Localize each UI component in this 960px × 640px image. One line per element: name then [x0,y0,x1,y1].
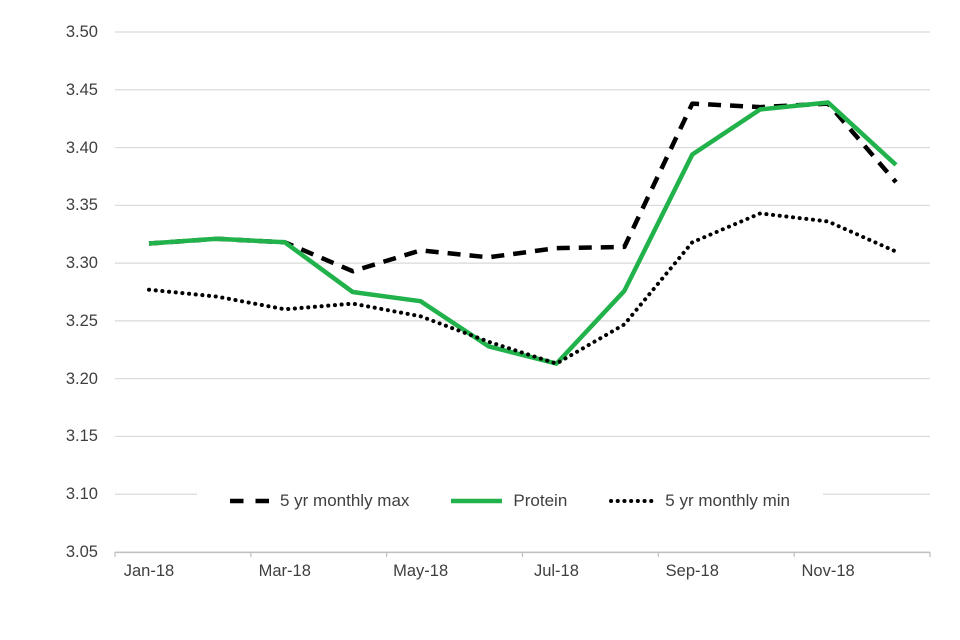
line-protein [148,100,898,366]
line-5-yr-monthly-min [147,211,898,366]
y-axis-tick-label: 3.20 [65,369,98,388]
legend-item-5yr-monthly-max: 5 yr monthly max [229,491,410,511]
y-axis-tick-label: 3.50 [65,23,98,41]
y-axis-tick-label: 3.10 [65,485,98,504]
dotted-line-swatch-icon [609,499,655,503]
y-axis-tick-label: 3.15 [65,427,98,446]
x-axis-tick-label: Jul-18 [533,562,579,580]
legend-label-5yr-monthly-min: 5 yr monthly min [665,491,790,510]
x-axis-tick-label: Jan-18 [123,562,175,580]
x-axis-tick-label: Nov-18 [801,562,855,580]
y-axis-tick-label: 3.25 [65,311,98,330]
x-axis-tick-label: Sep-18 [665,562,719,580]
y-axis-tick-label: 3.05 [65,543,98,561]
y-axis-tick-label: 3.40 [65,138,98,157]
legend-label-5yr-monthly-max: 5 yr monthly max [279,491,410,510]
y-axis-tick-label: 3.45 [65,80,98,99]
y-axis-tick-label: 3.35 [65,196,98,215]
dashed-line-swatch-icon [229,498,269,504]
legend-item-5yr-monthly-min: 5 yr monthly min [609,491,790,511]
y-axis-tick-label: 3.30 [65,254,98,273]
line-5-yr-monthly-max [148,101,898,274]
x-axis-tick-label: May-18 [393,562,449,580]
legend-item-protein: Protein [451,491,567,511]
legend: 5 yr monthly max Protein 5 yr monthly mi… [197,484,823,518]
legend-label-protein: Protein [513,491,568,510]
x-axis-tick-label: Mar-18 [258,562,311,580]
solid-line-swatch-icon [451,498,503,504]
